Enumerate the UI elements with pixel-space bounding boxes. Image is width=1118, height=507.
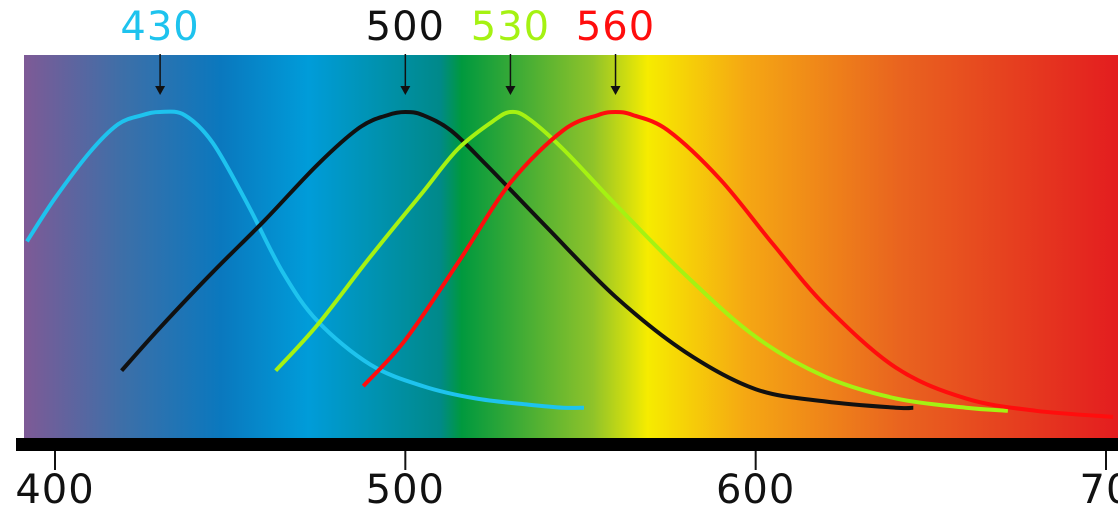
peak-label-560: 560 <box>576 4 655 50</box>
sensitivity-curve-430 <box>25 109 585 410</box>
x-tick-label-400: 400 <box>15 467 94 507</box>
x-axis-ticks: 400 500 600 70 <box>15 451 1118 507</box>
peak-label-500: 500 <box>366 4 445 50</box>
sensitivity-curves <box>25 109 1114 419</box>
peak-label-430: 430 <box>120 4 199 50</box>
sensitivity-curve-560 <box>361 110 1114 419</box>
peak-arrowhead-500 <box>400 86 411 95</box>
spectrum-background <box>24 55 1118 438</box>
peak-label-530: 530 <box>471 4 550 50</box>
peak-arrowhead-430 <box>155 86 166 95</box>
peak-arrowhead-530 <box>505 86 516 95</box>
peak-markers: 430 500 530 560 <box>120 4 655 95</box>
peak-arrowhead-560 <box>610 86 621 95</box>
x-axis-bar <box>16 438 1118 451</box>
sensitivity-curve-500 <box>120 110 914 411</box>
x-tick-label-700: 70 <box>1080 467 1118 507</box>
x-tick-label-600: 600 <box>716 467 795 507</box>
x-tick-label-500: 500 <box>366 467 445 507</box>
